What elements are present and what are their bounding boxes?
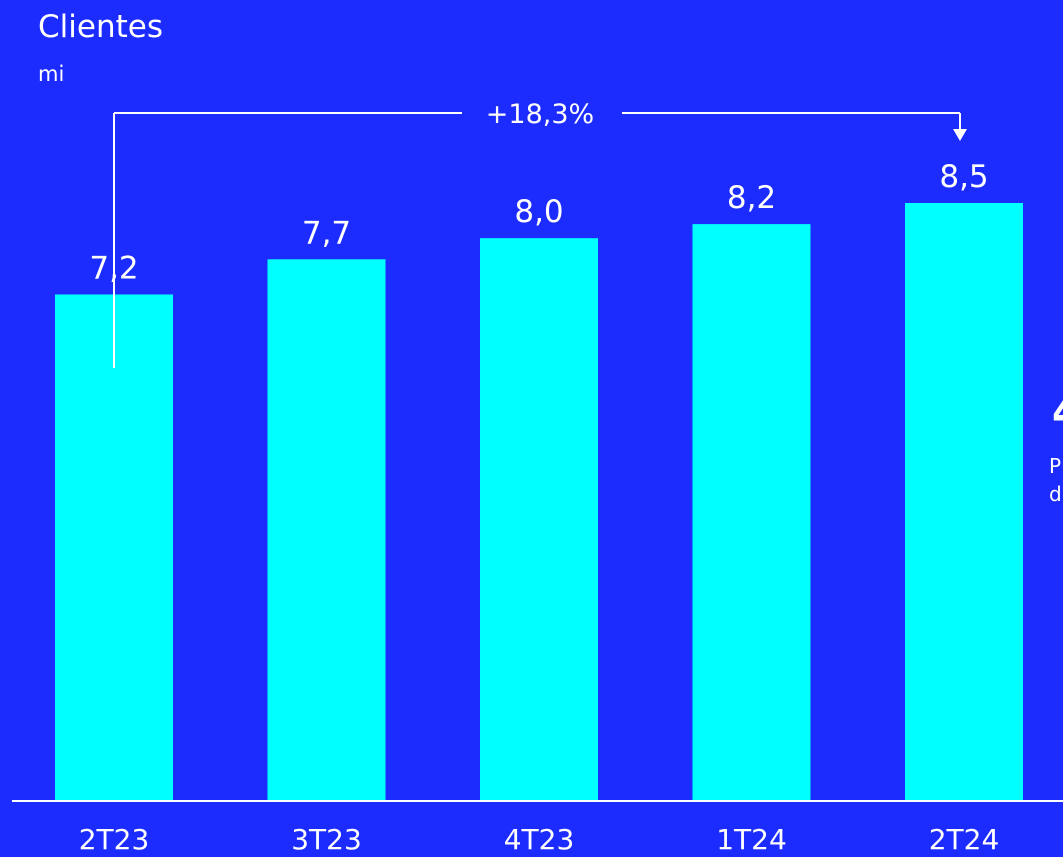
- value-label-3T23: 7,7: [302, 215, 351, 251]
- cropped-kpi-number: 4: [1052, 393, 1063, 433]
- chart-unit-label: mi: [38, 62, 65, 86]
- cropped-kpi-text-line-1: P: [1049, 454, 1062, 478]
- growth-arrow-head: [953, 129, 967, 141]
- category-label-4T23: 4T23: [504, 823, 575, 856]
- growth-annotation-label: +18,3%: [486, 99, 594, 130]
- chart-title: Clientes: [38, 9, 163, 45]
- bar-2T24: [905, 203, 1023, 801]
- category-label-2T24: 2T24: [929, 823, 1000, 856]
- bar-3T23: [267, 259, 386, 801]
- category-label-1T24: 1T24: [716, 823, 787, 856]
- category-label-3T23: 3T23: [291, 823, 362, 856]
- bar-4T23: [480, 238, 598, 802]
- value-label-2T24: 8,5: [939, 159, 988, 195]
- bar-1T24: [692, 224, 811, 801]
- bar-2T23: [55, 294, 173, 801]
- category-label-2T23: 2T23: [79, 823, 150, 856]
- value-label-4T23: 8,0: [514, 194, 563, 230]
- value-label-1T24: 8,2: [727, 180, 776, 216]
- cropped-kpi-text-line-2: d: [1049, 482, 1062, 506]
